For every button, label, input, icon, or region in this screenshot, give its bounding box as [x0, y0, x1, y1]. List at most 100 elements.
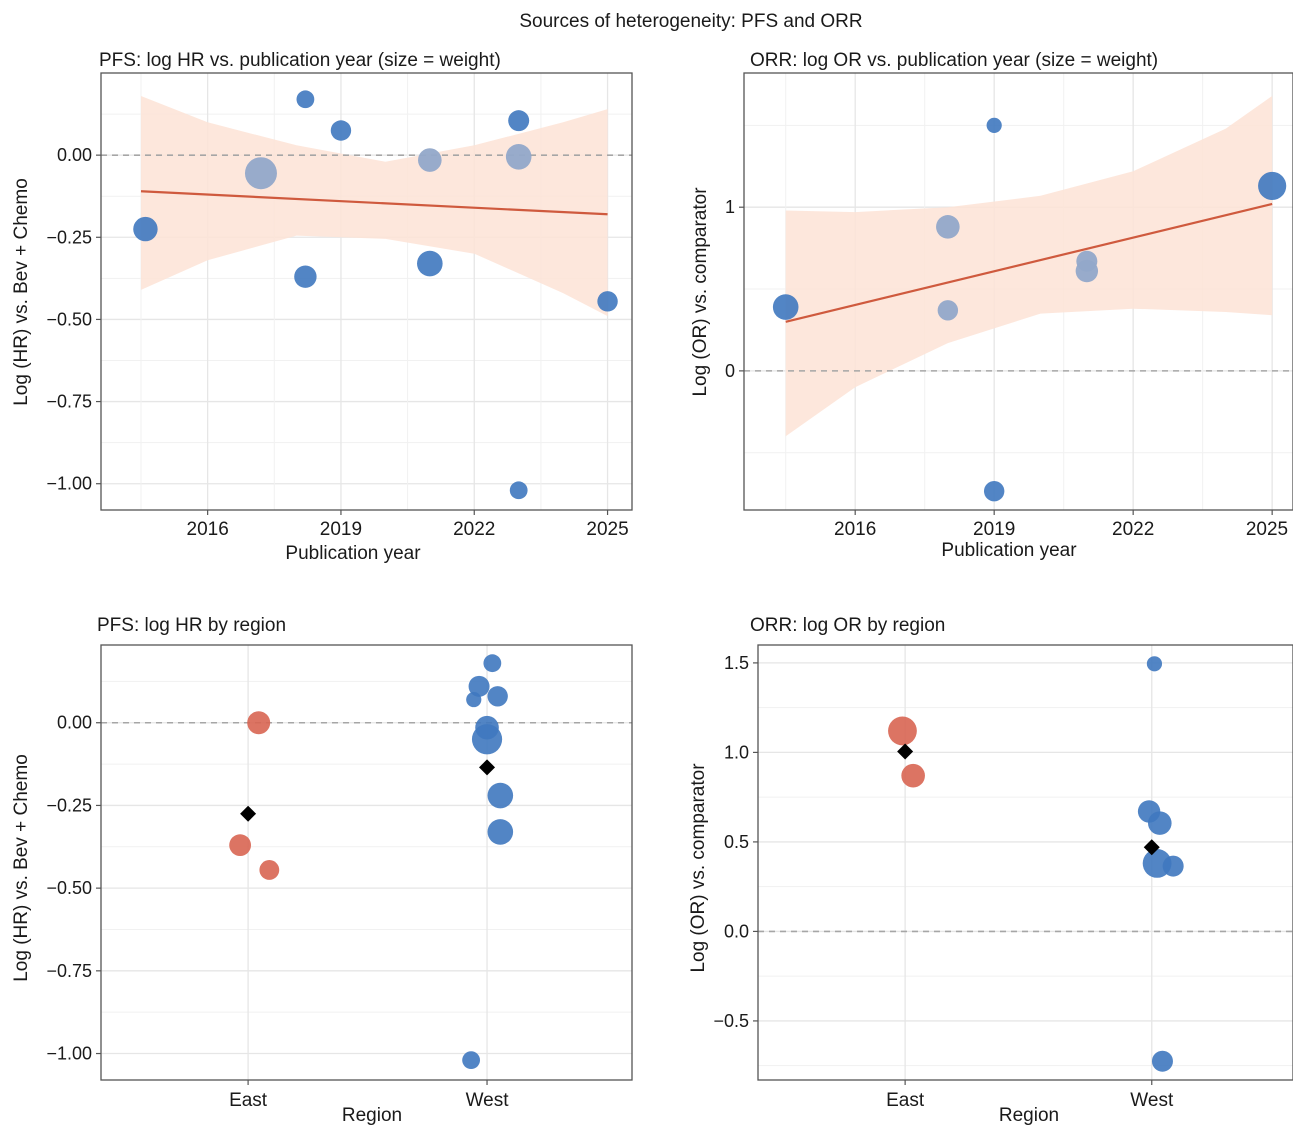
x-tick-label: 2016	[187, 519, 229, 540]
data-point	[487, 819, 514, 845]
data-point	[487, 782, 514, 809]
data-point	[1147, 811, 1172, 835]
data-point	[1258, 171, 1287, 201]
plot-area: 0.00 −0.25 −0.50 −0.75 −1.00 East West	[46, 644, 633, 1111]
y-tick-label: −1.00	[46, 474, 92, 494]
data-point	[133, 216, 158, 242]
data-point	[772, 294, 799, 320]
data-point	[1075, 259, 1099, 283]
data-point	[466, 691, 482, 708]
data-point	[229, 834, 252, 857]
plot-area: 1 0 2016 2019 2022 2025	[725, 72, 1293, 540]
y-tick-label: 0.5	[724, 832, 749, 852]
data-point	[901, 763, 925, 788]
y-tick-label: −0.50	[46, 878, 92, 898]
data-point	[483, 654, 502, 673]
confidence-band	[785, 95, 1273, 437]
mean-diamond	[1143, 839, 1160, 856]
x-tick-label: 2025	[1246, 519, 1288, 540]
plot-area: 0.00 −0.25 −0.50 −0.75 −1.00 2016 2019 2022 2025	[46, 72, 633, 540]
plot-background	[101, 645, 632, 1080]
confidence-band	[141, 96, 608, 317]
panel-title: PFS: log HR vs. publication year (size =…	[99, 50, 501, 71]
data-point	[1146, 656, 1163, 672]
data-point	[1151, 1050, 1173, 1072]
plot-background	[758, 645, 1293, 1080]
data-point	[462, 1051, 481, 1070]
y-tick-label: −0.75	[46, 392, 92, 412]
y-axis-label: Log (OR) vs. comparator	[688, 763, 709, 973]
y-tick-label: 0.0	[724, 921, 749, 941]
x-tick-label: 2022	[1112, 519, 1154, 540]
plot-frame	[100, 644, 633, 1081]
x-tick-label: West	[1130, 1090, 1174, 1111]
trend-line	[140, 190, 608, 216]
y-axis-label: Log (HR) vs. Bev + Chemo	[11, 754, 32, 982]
data-point	[487, 686, 508, 707]
data-points	[133, 90, 618, 500]
x-tick-label: 2022	[453, 519, 495, 540]
y-tick-label: −0.75	[46, 961, 92, 981]
y-tick-label: 1.5	[724, 653, 749, 673]
x-tick-label: East	[886, 1090, 925, 1111]
y-tick-label: 0.00	[57, 713, 92, 733]
grid	[101, 73, 632, 510]
panel-title: PFS: log HR by region	[97, 615, 286, 636]
y-tick-label: 0.00	[57, 145, 92, 165]
y-tick-label: −0.25	[46, 227, 92, 247]
y-tick-label: 0	[725, 361, 735, 381]
data-point	[247, 711, 271, 735]
data-point	[597, 291, 618, 312]
data-point	[1162, 855, 1184, 877]
panel-pfs-region: PFS: log HR by region Region Log (HR) vs…	[11, 615, 633, 1126]
data-point	[294, 265, 317, 288]
plot-area: 1.5 1.0 0.5 0.0 −0.5 East West	[713, 644, 1293, 1111]
panel-pfs-year: PFS: log HR vs. publication year (size =…	[11, 50, 633, 564]
trend-line	[785, 202, 1273, 323]
y-tick-label: −0.5	[713, 1011, 749, 1031]
panel-title: ORR: log OR vs. publication year (size =…	[750, 50, 1158, 71]
mean-diamond	[479, 759, 496, 776]
data-point	[468, 675, 490, 697]
y-axis-label: Log (HR) vs. Bev + Chemo	[11, 178, 32, 406]
data-points	[772, 117, 1287, 502]
data-point	[983, 480, 1005, 502]
data-point	[418, 148, 442, 172]
figure-title: Sources of heterogeneity: PFS and ORR	[519, 11, 862, 32]
x-axis-label: Publication year	[285, 543, 421, 564]
y-axis-label: Log (OR) vs. comparator	[690, 187, 711, 397]
panel-orr-year: ORR: log OR vs. publication year (size =…	[690, 50, 1293, 561]
y-tick-label: 1	[725, 197, 735, 217]
data-point	[888, 716, 917, 746]
x-tick-label: East	[229, 1090, 268, 1111]
x-tick-label: 2019	[320, 519, 362, 540]
plot-frame	[757, 644, 1293, 1081]
y-tick-label: −0.50	[46, 309, 92, 329]
panel-orr-region: ORR: log OR by region Region Log (OR) vs…	[688, 615, 1293, 1126]
x-tick-label: 2016	[834, 519, 876, 540]
data-point	[505, 143, 532, 170]
data-point	[471, 724, 503, 755]
x-axis-label: Region	[999, 1105, 1059, 1126]
data-point	[937, 300, 959, 321]
x-axis-label: Region	[342, 1105, 402, 1126]
mean-diamond	[240, 805, 257, 822]
x-tick-label: 2025	[586, 519, 628, 540]
data-point	[330, 120, 352, 141]
x-axis-label: Publication year	[941, 540, 1077, 561]
data-points	[888, 656, 1184, 1072]
data-points	[229, 654, 514, 1070]
x-tick-label: 2019	[973, 519, 1015, 540]
data-point	[417, 250, 443, 277]
y-tick-label: −0.25	[46, 795, 92, 815]
plot-frame	[743, 72, 1293, 511]
data-point	[936, 215, 960, 239]
data-point	[259, 860, 280, 880]
plot-frame	[100, 72, 633, 511]
panel-title: ORR: log OR by region	[750, 615, 945, 636]
data-point	[244, 157, 277, 190]
data-point	[509, 481, 528, 500]
y-tick-label: −1.00	[46, 1044, 92, 1064]
data-point	[986, 117, 1002, 133]
